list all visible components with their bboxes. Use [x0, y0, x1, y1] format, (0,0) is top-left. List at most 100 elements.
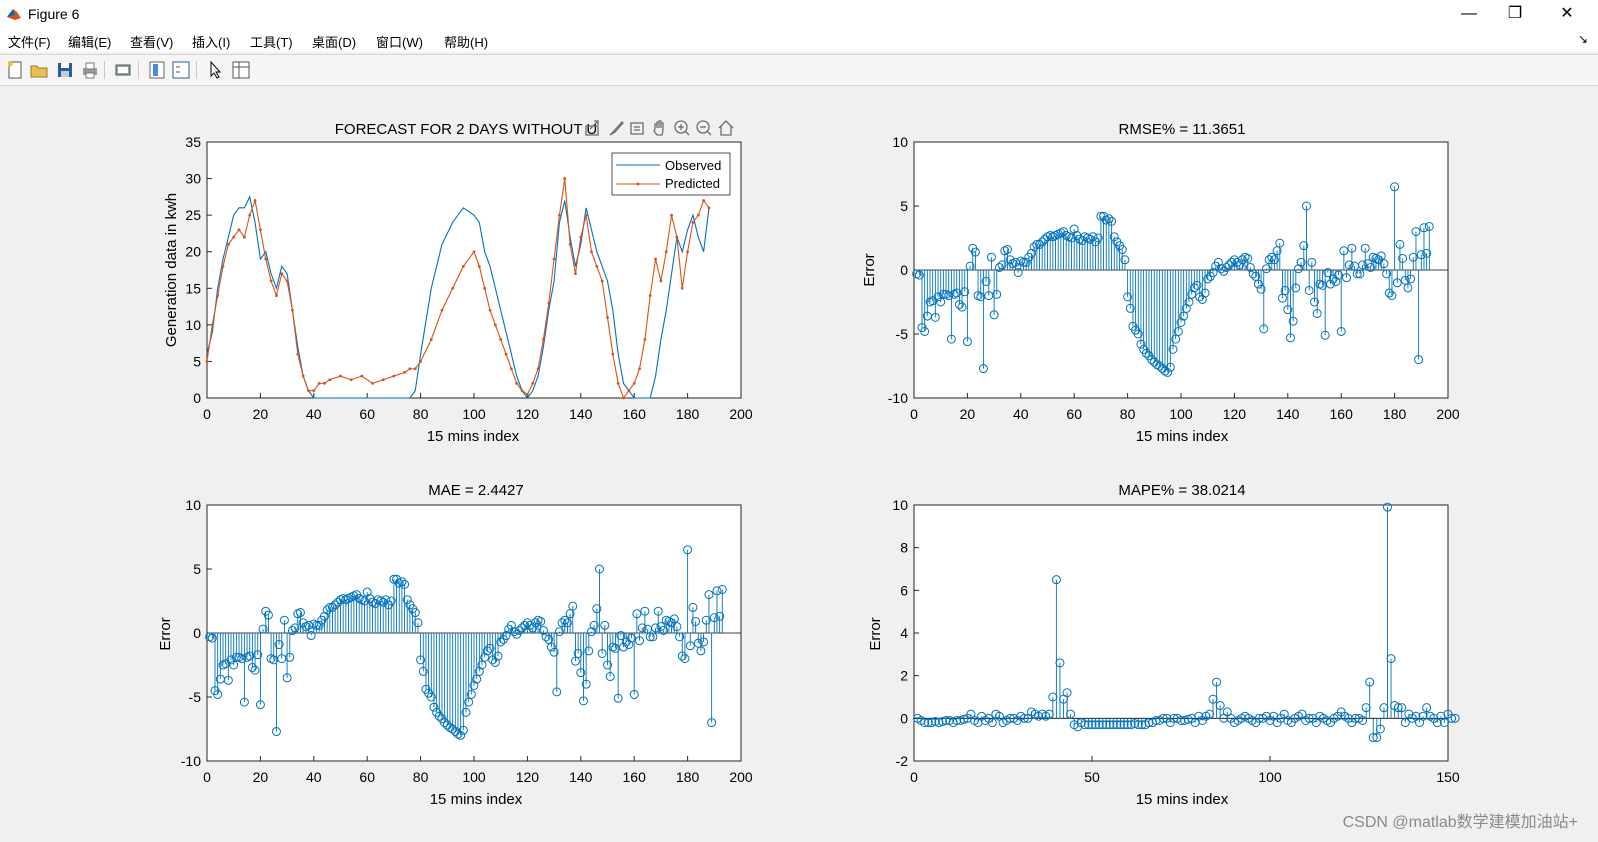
stem-marker	[1123, 292, 1133, 302]
stem-marker	[570, 656, 580, 666]
x-tick-label: 60	[359, 769, 375, 785]
stem-marker	[528, 623, 538, 633]
predicted-point	[488, 308, 492, 312]
stem-marker	[1419, 223, 1429, 233]
axes-mae[interactable]: MAE = 2.4427 0 20 40 60 80 100 120 140 160 180 200…	[157, 482, 753, 808]
colorbar-icon[interactable]	[146, 59, 168, 81]
stem-marker	[936, 297, 946, 307]
stem-marker	[600, 620, 610, 630]
print-icon[interactable]	[79, 59, 101, 81]
stem-marker	[1390, 182, 1400, 192]
y-tick-label: -5	[189, 689, 202, 705]
stem-marker	[938, 289, 948, 299]
y-tick-label: 5	[900, 198, 908, 214]
predicted-point	[264, 257, 268, 261]
dock-arrow-icon[interactable]: ↘	[1577, 32, 1588, 46]
predicted-point	[702, 199, 706, 202]
legend[interactable]: Observed Predicted	[611, 152, 731, 196]
stem-plot	[205, 545, 741, 740]
menu-window[interactable]: 窗口(W)	[376, 35, 423, 50]
menu-file[interactable]: 文件(F)	[8, 35, 51, 50]
stem-marker	[1334, 270, 1344, 280]
axes-ticks: 0 20 40 60 80 100 120 140 160 180 200 -10 -5 0 5 10	[181, 497, 753, 785]
stem-marker	[402, 595, 412, 605]
axes-title: FORECAST FOR 2 DAYS WITHOUT U	[335, 121, 598, 138]
y-tick-label: 8	[900, 540, 908, 556]
brush-icon[interactable]	[609, 121, 624, 136]
stem-marker	[1312, 309, 1322, 319]
select-arrow-icon[interactable]	[204, 59, 226, 81]
stem-marker	[456, 730, 466, 740]
stem-marker	[693, 638, 703, 648]
restore-button[interactable]: ❐	[1492, 0, 1538, 28]
predicted-point	[600, 279, 604, 283]
axes-forecast[interactable]: FORECAST FOR 2 DAYS WITHOUT U 0 20 40 60 80 1…	[163, 120, 753, 445]
stem-marker	[271, 727, 281, 737]
stem-marker	[632, 609, 642, 619]
stem-marker	[1400, 718, 1410, 728]
menu-insert[interactable]: 插入(I)	[192, 35, 231, 50]
menu-help[interactable]: 帮助(H)	[444, 35, 489, 50]
stem-marker	[493, 651, 503, 661]
menu-view[interactable]: 查看(V)	[130, 35, 174, 50]
stem-marker	[576, 668, 586, 678]
datatips-icon[interactable]	[630, 122, 644, 135]
stem-marker	[520, 620, 530, 630]
stem-marker	[1187, 289, 1197, 299]
axes-rmse[interactable]: RMSE% = 11.3651 0 20 40 60 80 100 120 140 160 180…	[861, 121, 1460, 445]
stem-marker	[1261, 264, 1271, 274]
x-tick-label: 0	[203, 769, 211, 785]
predicted-point	[584, 213, 588, 217]
stem-marker	[237, 654, 247, 664]
x-tick-label: 140	[569, 406, 593, 422]
stem-marker	[1275, 238, 1285, 248]
stem-marker	[1379, 259, 1389, 269]
minimize-button[interactable]: —	[1446, 0, 1492, 28]
stem-plot	[913, 502, 1460, 743]
zoom-out-icon[interactable]	[696, 120, 712, 136]
stem-marker	[712, 586, 722, 596]
property-inspector-icon[interactable]	[230, 59, 252, 81]
stem-marker	[1126, 720, 1136, 730]
stem-marker	[247, 663, 257, 673]
stem-marker	[496, 637, 506, 647]
save-icon[interactable]	[54, 59, 76, 81]
menu-edit[interactable]: 编辑(E)	[68, 35, 112, 50]
stem-marker	[213, 689, 223, 699]
stem-marker	[461, 707, 471, 717]
stem-marker	[645, 632, 655, 642]
stem-marker	[715, 611, 725, 621]
stem-marker	[1352, 269, 1362, 279]
new-figure-icon[interactable]	[4, 59, 26, 81]
stem-marker	[1256, 284, 1266, 294]
stem-marker	[1235, 260, 1245, 270]
menu-bar: 文件(F) 编辑(E) 查看(V) 插入(I) 工具(T) 桌面(D) 窗口(W…	[0, 28, 1598, 52]
csdn-watermark: CSDN @matlab数学建模加油站+	[1342, 814, 1578, 831]
y-tick-label: -10	[181, 753, 201, 769]
y-tick-label: 15	[185, 280, 201, 296]
zoom-in-icon[interactable]	[674, 120, 690, 136]
predicted-point	[622, 396, 625, 400]
pan-icon[interactable]	[653, 120, 664, 136]
home-icon[interactable]	[718, 120, 734, 136]
menu-desktop[interactable]: 桌面(D)	[312, 35, 357, 50]
stem-marker	[538, 625, 548, 635]
stem-marker	[464, 697, 474, 707]
menu-tools[interactable]: 工具(T)	[250, 35, 293, 50]
stem-marker	[685, 641, 695, 651]
toolbar-separator	[104, 61, 105, 79]
stem-marker	[263, 610, 273, 620]
print-preview-icon[interactable]	[112, 59, 134, 81]
legend-icon[interactable]	[170, 59, 192, 81]
stem-marker	[1141, 348, 1151, 358]
close-button[interactable]: ✕	[1544, 0, 1590, 28]
stem-marker	[1197, 294, 1207, 304]
export-icon[interactable]	[585, 120, 599, 136]
predicted-point	[253, 199, 257, 202]
stem-marker	[1002, 245, 1012, 255]
stem-marker	[1189, 283, 1199, 293]
open-file-icon[interactable]	[28, 59, 50, 81]
stem-marker	[1424, 221, 1434, 231]
stem-marker	[709, 613, 719, 623]
